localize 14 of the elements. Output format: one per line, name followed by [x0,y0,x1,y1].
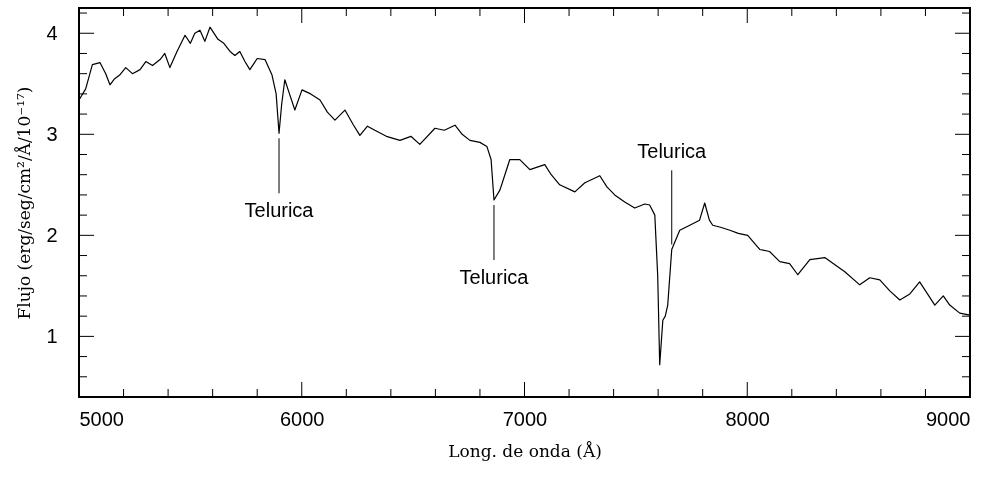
x-tick-label: 5000 [79,407,124,430]
y-tick-label: 3 [46,122,58,145]
x-tick-label: 8000 [725,407,770,430]
y-tick-label: 1 [46,324,58,347]
y-tick-label: 4 [46,21,58,44]
annotation: Telurica [637,140,708,163]
annotation: Telurica [244,199,315,222]
annotation: Telurica [459,265,530,288]
x-tick-label: 6000 [280,407,325,430]
y-tick-label: 2 [46,223,58,246]
y-axis-title: Flujo (erg/seg/cm²/Å/10⁻¹⁷) [14,86,35,320]
x-tick-label: 9000 [926,407,971,430]
x-tick-label: 7000 [502,407,548,430]
x-axis-title: Long. de onda (Å) [448,440,602,461]
